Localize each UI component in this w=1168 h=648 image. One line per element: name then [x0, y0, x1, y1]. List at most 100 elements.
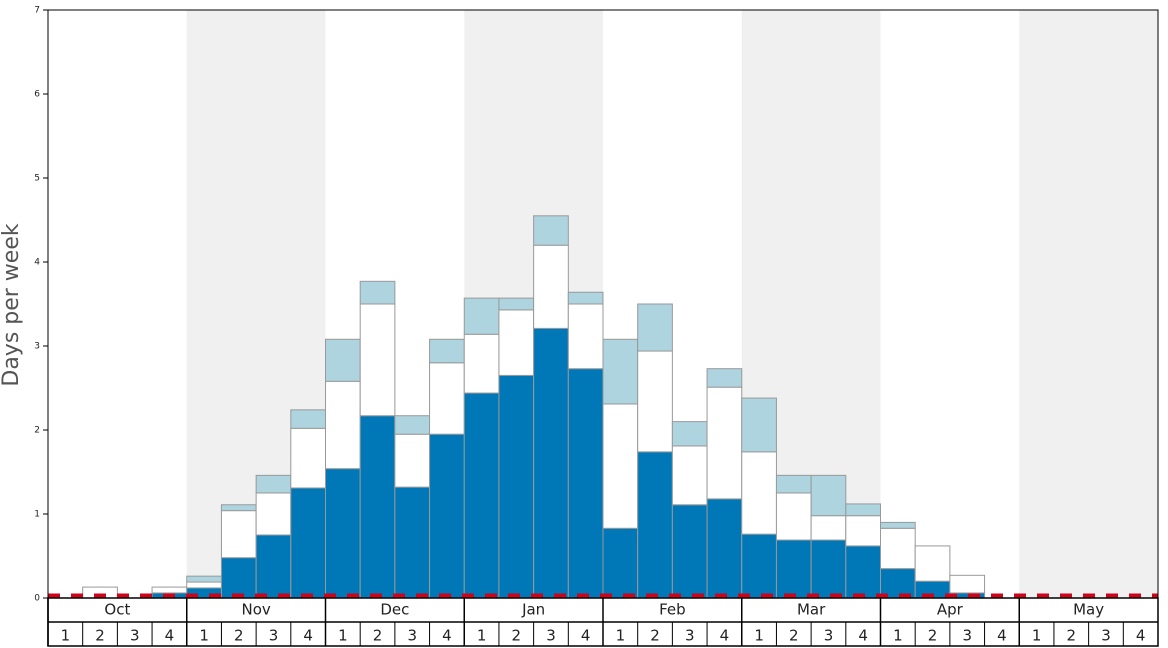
- y-tick-label: 7: [34, 6, 40, 16]
- bar-segment: [845, 503, 881, 517]
- month-label: Oct: [104, 601, 130, 619]
- x-tick-label: 4: [442, 627, 452, 645]
- bar-segment: [741, 533, 777, 599]
- x-tick-label: 4: [303, 627, 313, 645]
- bar-segment: [671, 421, 708, 447]
- bar-segment: [533, 244, 569, 329]
- x-tick-label: 2: [650, 627, 660, 645]
- bar-segment: [810, 539, 847, 599]
- x-tick-label: 2: [789, 627, 799, 645]
- bar-segment: [325, 380, 361, 470]
- y-tick-label: 2: [34, 426, 40, 436]
- bar-segment: [880, 527, 916, 570]
- x-tick-label: 3: [685, 627, 695, 645]
- x-tick-label: 2: [1067, 627, 1077, 645]
- bar-segment: [914, 545, 951, 582]
- bar-segment: [255, 474, 292, 494]
- bar-segment: [775, 474, 812, 494]
- bar-segment: [290, 487, 326, 599]
- bar-segment: [741, 397, 777, 453]
- bar-segment: [741, 451, 777, 535]
- y-tick-label: 5: [34, 174, 40, 184]
- bar-segment: [220, 557, 257, 599]
- x-tick-label: 3: [407, 627, 417, 645]
- bar-segment: [463, 297, 500, 335]
- x-tick-label: 1: [754, 627, 764, 645]
- bar-segment: [845, 515, 881, 547]
- bar-segment: [706, 386, 743, 500]
- bar-segment: [359, 280, 396, 305]
- x-tick-label: 4: [165, 627, 175, 645]
- bar-segment: [810, 474, 847, 517]
- bar-segment: [949, 574, 986, 594]
- x-tick-label: 1: [61, 627, 71, 645]
- bar-segment: [498, 374, 535, 599]
- bar-segment: [151, 586, 188, 594]
- y-tick-label: 6: [34, 90, 40, 100]
- bar-segment: [463, 392, 500, 599]
- bar-segment: [602, 527, 639, 599]
- month-label: Mar: [797, 601, 826, 619]
- month-label: Apr: [937, 601, 964, 619]
- x-tick-label: 1: [893, 627, 903, 645]
- bar-segment: [671, 445, 708, 506]
- x-tick-label: 3: [824, 627, 834, 645]
- bar-segment: [706, 498, 743, 599]
- bar-segment: [255, 492, 292, 536]
- bar-segment: [429, 433, 465, 599]
- bar-segment: [880, 521, 916, 529]
- bar-segment: [567, 303, 604, 370]
- bar-segment: [220, 510, 257, 559]
- month-label: May: [1073, 601, 1104, 619]
- bar-segment: [429, 338, 465, 364]
- bar-segment: [429, 362, 465, 435]
- month-label: Feb: [659, 601, 686, 619]
- x-tick-label: 1: [616, 627, 626, 645]
- x-tick-label: 1: [338, 627, 348, 645]
- bar-segment: [637, 303, 673, 352]
- bar-segment: [290, 427, 326, 489]
- bar-segment: [775, 539, 812, 599]
- bar-segment: [394, 415, 431, 435]
- y-tick-label: 0: [34, 594, 40, 604]
- bar-segment: [325, 338, 361, 382]
- x-tick-label: 3: [546, 627, 556, 645]
- x-tick-label: 2: [373, 627, 383, 645]
- x-tick-label: 4: [858, 627, 868, 645]
- bar-segment: [637, 350, 673, 453]
- y-tick-label: 1: [34, 510, 40, 520]
- bar-segment: [186, 575, 222, 583]
- bar-segment: [325, 468, 361, 599]
- bar-segment: [810, 515, 847, 541]
- x-tick-label: 1: [1032, 627, 1042, 645]
- x-tick-label: 4: [581, 627, 591, 645]
- x-tick-label: 2: [512, 627, 522, 645]
- bar-segment: [186, 581, 222, 589]
- bar-segment: [533, 327, 569, 599]
- month-label: Jan: [521, 601, 545, 619]
- bar-segment: [567, 368, 604, 599]
- x-tick-label: 1: [199, 627, 209, 645]
- x-tick-label: 3: [962, 627, 972, 645]
- bar-segment: [671, 504, 708, 599]
- y-tick-label: 4: [34, 258, 40, 268]
- bar-segment: [255, 534, 292, 599]
- bar-segment: [498, 297, 535, 311]
- x-tick-label: 3: [130, 627, 140, 645]
- bar-segment: [463, 333, 500, 394]
- x-tick-label: 2: [928, 627, 938, 645]
- x-tick-label: 4: [1136, 627, 1146, 645]
- bar-segment: [706, 368, 743, 388]
- bar-segment: [220, 504, 257, 512]
- bar-segment: [775, 492, 812, 541]
- bar-segment: [290, 409, 326, 429]
- bar-segment: [533, 215, 569, 246]
- bar-segment: [394, 433, 431, 488]
- bar-segment: [637, 451, 673, 599]
- bar-segment: [498, 309, 535, 376]
- bar-segment: [845, 545, 881, 599]
- x-tick-label: 4: [997, 627, 1007, 645]
- x-tick-label: 4: [720, 627, 730, 645]
- x-tick-label: 3: [269, 627, 279, 645]
